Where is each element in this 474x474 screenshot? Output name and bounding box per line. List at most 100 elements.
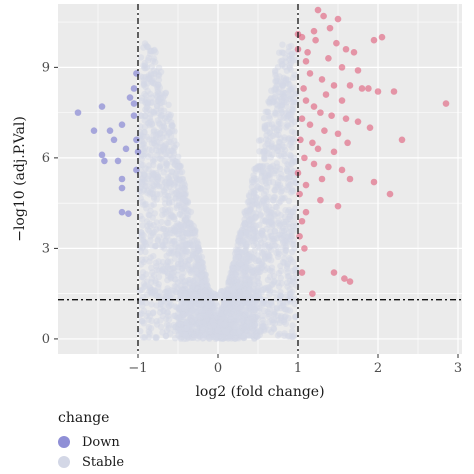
stable-point (252, 288, 260, 295)
stable-point (165, 258, 172, 265)
stable-point (288, 144, 296, 151)
stable-point (289, 288, 296, 296)
stable-point (144, 57, 152, 64)
up-point (325, 163, 332, 171)
stable-point (158, 243, 166, 250)
stable-point (148, 301, 155, 308)
stable-point (181, 290, 188, 297)
stable-point (164, 276, 171, 284)
stable-point (273, 243, 281, 250)
stable-point (271, 94, 278, 101)
up-point (298, 217, 306, 225)
stable-point (177, 257, 184, 264)
legend-key-stable (58, 456, 70, 468)
stable-point (187, 315, 194, 322)
stable-point (289, 278, 296, 285)
stable-point (150, 171, 157, 178)
stable-point (260, 148, 267, 156)
stable-point (148, 146, 156, 154)
legend-label-down: Down (82, 434, 120, 450)
stable-point (181, 237, 188, 244)
stable-point (277, 211, 284, 219)
stable-point (176, 211, 183, 218)
stable-point (265, 251, 273, 259)
stable-point (182, 215, 189, 222)
stable-point (262, 177, 269, 184)
stable-point (264, 108, 271, 115)
stable-point (261, 123, 269, 130)
stable-point (264, 265, 271, 272)
up-point (318, 175, 326, 183)
stable-point (276, 181, 284, 189)
stable-point (152, 279, 159, 286)
stable-point (138, 298, 145, 306)
stable-point (200, 334, 207, 341)
stable-point (269, 218, 276, 225)
down-point (106, 127, 114, 135)
stable-point (248, 263, 255, 270)
stable-point (290, 240, 297, 248)
up-point (314, 6, 322, 14)
stable-point (284, 233, 292, 240)
stable-point (242, 323, 249, 330)
stable-point (163, 159, 170, 167)
stable-point (272, 131, 280, 138)
stable-point (192, 309, 199, 316)
stable-point (167, 147, 175, 155)
stable-point (152, 107, 159, 115)
stable-point (144, 226, 152, 233)
stable-point (174, 184, 182, 191)
stable-point (239, 269, 247, 276)
stable-point (142, 165, 149, 172)
stable-point (234, 309, 241, 317)
stable-point (156, 84, 163, 91)
stable-point (291, 118, 299, 126)
stable-point (179, 311, 187, 318)
up-point (333, 39, 340, 47)
stable-point (286, 254, 293, 262)
stable-point (141, 64, 148, 72)
down-point (130, 85, 138, 92)
stable-point (277, 120, 284, 127)
stable-point (185, 295, 192, 302)
down-point (118, 121, 126, 128)
stable-point (270, 316, 278, 324)
down-point (110, 136, 118, 144)
stable-point (278, 235, 285, 242)
stable-point (163, 133, 170, 140)
stable-point (176, 169, 184, 176)
up-point (302, 208, 310, 216)
up-point (370, 36, 378, 44)
down-point (130, 100, 138, 107)
stable-point (175, 243, 182, 251)
stable-point (145, 211, 152, 218)
up-point (298, 33, 306, 41)
stable-point (232, 255, 239, 263)
stable-point (232, 271, 239, 278)
stable-point (251, 331, 258, 338)
stable-point (255, 137, 263, 144)
stable-point (227, 316, 235, 323)
stable-point (254, 268, 261, 276)
up-point (354, 67, 362, 74)
stable-point (138, 189, 145, 196)
stable-point (270, 324, 277, 332)
stable-point (212, 300, 220, 307)
stable-point (281, 134, 288, 141)
stable-point (150, 131, 157, 139)
stable-point (140, 232, 147, 239)
stable-point (157, 323, 165, 331)
stable-point (173, 204, 180, 211)
stable-point (196, 319, 203, 326)
stable-point (139, 269, 147, 276)
stable-point (268, 140, 275, 147)
stable-point (262, 203, 270, 210)
stable-point (269, 179, 277, 186)
stable-point (289, 328, 296, 335)
stable-point (192, 274, 199, 281)
stable-point (230, 321, 237, 328)
stable-point (164, 287, 171, 294)
stable-point (150, 309, 157, 316)
stable-point (164, 309, 171, 316)
down-point (114, 157, 122, 165)
